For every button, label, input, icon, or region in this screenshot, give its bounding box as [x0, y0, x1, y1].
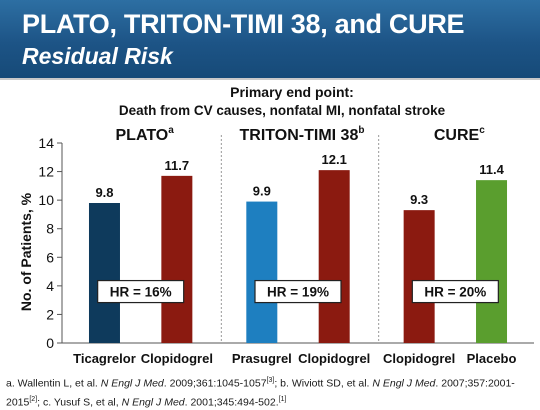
footnote-a-prefix: a. Wallentin L, et al. [6, 377, 101, 390]
category-label: Clopidogrel [383, 351, 455, 366]
y-tick-label: 4 [46, 278, 54, 294]
bar-value-label: 9.3 [410, 192, 428, 207]
bar-chart: Primary end point: Death from CV causes,… [18, 84, 534, 366]
footnote-a-journal: N Engl J Med [100, 377, 164, 390]
hr-label: HR = 19% [267, 285, 329, 300]
category-label: Clopidogrel [298, 351, 370, 366]
slide-header: PLATO, TRITON-TIMI 38, and CURE Residual… [0, 0, 540, 78]
group-name: CUREc [434, 125, 485, 144]
group-name-text: CURE [434, 127, 480, 144]
footnote: a. Wallentin L, et al. N Engl J Med. 200… [6, 373, 536, 410]
bar-value-label: 9.8 [95, 185, 113, 200]
footnote-c-prefix: ; c. Yusuf S, et al, [37, 396, 122, 408]
group-name-superscript: a [168, 125, 174, 136]
bar [403, 210, 435, 343]
group-name-text: PLATO [116, 127, 169, 144]
group-1: TRITON-TIMI 38b 9.9 Prasugrel 12.1 Clopidogr… [220, 125, 370, 366]
group-name: PLATOa [116, 125, 175, 144]
y-tick-label: 6 [46, 249, 54, 265]
footnote-a-ref: [3] [266, 377, 275, 384]
group-name: TRITON-TIMI 38b [240, 125, 365, 144]
bar [161, 175, 193, 343]
header-divider [0, 78, 540, 80]
y-tick-label: 12 [38, 164, 54, 180]
bar [476, 180, 508, 343]
category-label: Placebo [467, 351, 517, 366]
group-2: CUREc 9.3 Clopidogrel 11.4 Placebo HR = 20% [378, 125, 517, 366]
bar [246, 201, 278, 343]
category-label: Clopidogrel [141, 351, 213, 366]
footnote-b-prefix: ; b. Wiviott SD, et al. [274, 377, 373, 390]
chart-title-line2: Death from CV causes, nonfatal MI, nonfa… [119, 103, 446, 118]
footnote-c-rest: . 2001;345:494-502. [184, 396, 279, 408]
hr-label: HR = 16% [110, 285, 172, 300]
footnote-c-journal: N Engl J Med [121, 396, 185, 408]
bar-value-label: 12.1 [322, 152, 347, 167]
bar [88, 203, 120, 343]
y-tick-label: 0 [46, 335, 54, 351]
group-name-superscript: b [358, 125, 364, 136]
hr-box [97, 279, 185, 304]
y-tick-label: 14 [38, 135, 54, 151]
y-tick-label: 8 [46, 221, 54, 237]
y-tick-label: 10 [38, 192, 54, 208]
footnote-b-ref: [2] [29, 395, 38, 403]
group-0: PLATOa 9.8 Ticagrelor 11.7 Clopidogrel HR = 1… [73, 125, 213, 366]
slide-title: PLATO, TRITON-TIMI 38, and CURE [22, 9, 465, 39]
footnote-a-rest: . 2009;361:1045-1057 [163, 377, 267, 390]
y-axis-label: No. of Patients, % [18, 192, 34, 311]
hr-box [411, 279, 499, 304]
category-label: Ticagrelor [73, 351, 136, 366]
bar-value-label: 9.9 [253, 184, 271, 199]
category-label: Prasugrel [232, 351, 292, 366]
footnote-b-journal: N Engl J Med [372, 377, 436, 390]
bar [318, 170, 350, 343]
hr-box [254, 279, 342, 304]
y-tick-label: 2 [46, 306, 54, 322]
bar-value-label: 11.4 [479, 162, 504, 177]
hr-label: HR = 20% [424, 285, 486, 300]
bar-value-label: 11.7 [165, 158, 190, 173]
footnote-c-ref: [1] [278, 395, 287, 403]
group-name-text: TRITON-TIMI 38 [240, 127, 359, 144]
slide-subtitle: Residual Risk [22, 43, 173, 69]
group-name-superscript: c [479, 125, 485, 136]
chart-title-line1: Primary end point: [230, 84, 354, 100]
